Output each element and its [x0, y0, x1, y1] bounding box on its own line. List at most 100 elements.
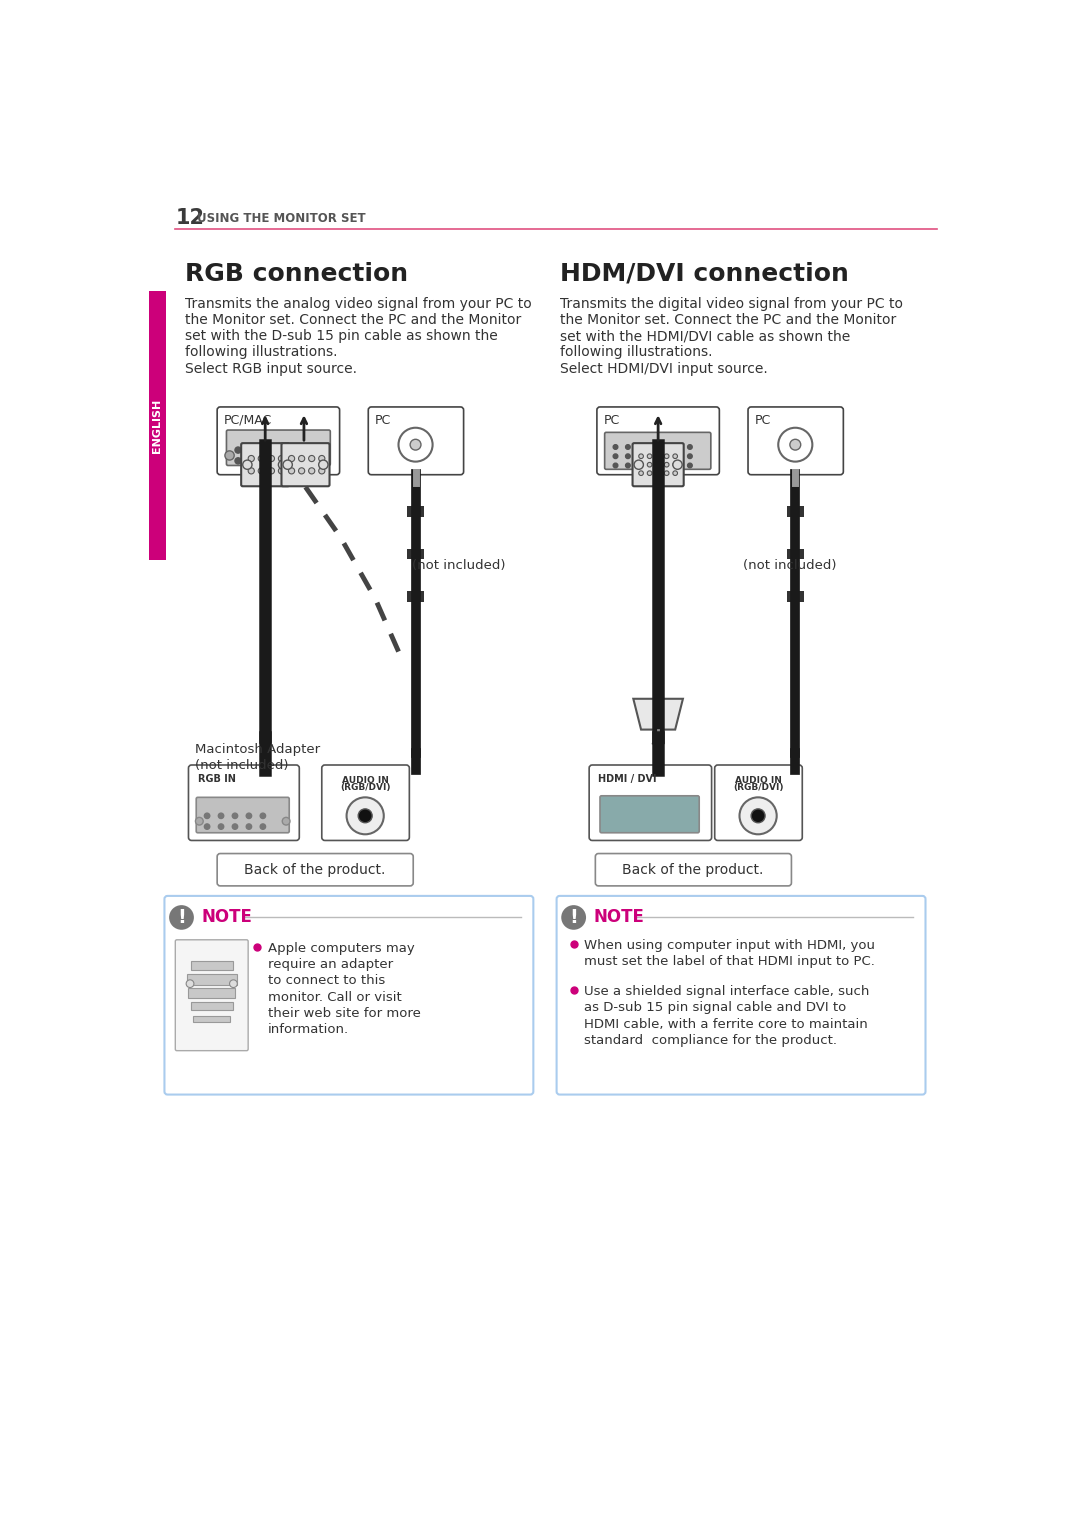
Circle shape	[283, 460, 293, 469]
Text: (not included): (not included)	[743, 559, 837, 572]
FancyBboxPatch shape	[556, 896, 926, 1094]
Circle shape	[258, 456, 265, 462]
Text: information.: information.	[268, 1023, 349, 1036]
Circle shape	[260, 814, 266, 818]
Text: HDM/DVI connection: HDM/DVI connection	[559, 262, 849, 285]
Circle shape	[625, 445, 631, 450]
Text: following illustrations.: following illustrations.	[559, 346, 712, 360]
Text: !: !	[569, 908, 578, 927]
Circle shape	[673, 454, 677, 459]
FancyBboxPatch shape	[605, 433, 711, 469]
Text: Back of the product.: Back of the product.	[244, 863, 386, 876]
Text: the Monitor set. Connect the PC and the Monitor: the Monitor set. Connect the PC and the …	[559, 312, 896, 328]
FancyBboxPatch shape	[590, 765, 712, 840]
Circle shape	[309, 456, 314, 462]
Circle shape	[664, 462, 669, 466]
Circle shape	[225, 451, 234, 460]
Circle shape	[673, 462, 677, 466]
Text: set with the D-sub 15 pin cable as shown the: set with the D-sub 15 pin cable as shown…	[186, 329, 498, 343]
Circle shape	[647, 454, 652, 459]
Text: following illustrations.: following illustrations.	[186, 346, 338, 360]
Circle shape	[647, 471, 652, 475]
Text: RGB IN: RGB IN	[198, 774, 235, 785]
Circle shape	[638, 454, 644, 459]
FancyBboxPatch shape	[282, 443, 329, 486]
Text: HDMI cable, with a ferrite core to maintain: HDMI cable, with a ferrite core to maint…	[584, 1018, 868, 1030]
Text: Select HDMI/DVI input source.: Select HDMI/DVI input source.	[559, 361, 768, 375]
Circle shape	[359, 809, 373, 823]
FancyBboxPatch shape	[241, 443, 289, 486]
Circle shape	[279, 457, 285, 463]
Bar	[407, 506, 424, 517]
Text: AUDIO IN: AUDIO IN	[341, 776, 389, 785]
Text: PC/MAC: PC/MAC	[225, 415, 272, 427]
Circle shape	[638, 445, 643, 450]
Circle shape	[279, 460, 287, 469]
Circle shape	[656, 462, 661, 466]
Circle shape	[319, 468, 325, 474]
Circle shape	[789, 439, 800, 450]
Circle shape	[321, 451, 329, 460]
Circle shape	[170, 905, 194, 930]
FancyBboxPatch shape	[217, 407, 339, 474]
Circle shape	[656, 454, 661, 459]
Circle shape	[235, 457, 241, 463]
Text: USING THE MONITOR SET: USING THE MONITOR SET	[197, 212, 366, 226]
Text: Back of the product.: Back of the product.	[622, 863, 764, 876]
Bar	[407, 549, 424, 559]
Bar	[786, 549, 804, 559]
Circle shape	[650, 463, 656, 468]
Bar	[187, 974, 238, 985]
Circle shape	[673, 460, 683, 469]
Circle shape	[399, 428, 433, 462]
Circle shape	[309, 468, 314, 474]
Circle shape	[638, 463, 643, 468]
Text: ENGLISH: ENGLISH	[152, 398, 162, 453]
Circle shape	[204, 824, 210, 829]
Circle shape	[195, 817, 203, 824]
Circle shape	[260, 824, 266, 829]
Circle shape	[634, 460, 644, 469]
Circle shape	[410, 439, 421, 450]
Text: PC: PC	[755, 415, 771, 427]
Bar	[786, 506, 804, 517]
Circle shape	[688, 445, 692, 450]
FancyBboxPatch shape	[633, 443, 684, 486]
Circle shape	[319, 456, 325, 462]
Text: Apple computers may: Apple computers may	[268, 942, 415, 956]
Circle shape	[235, 447, 241, 453]
Circle shape	[298, 456, 305, 462]
Circle shape	[258, 468, 265, 474]
Text: to connect to this: to connect to this	[268, 974, 384, 988]
FancyBboxPatch shape	[595, 853, 792, 885]
Circle shape	[675, 454, 679, 459]
Circle shape	[265, 457, 271, 463]
Text: Transmits the digital video signal from your PC to: Transmits the digital video signal from …	[559, 297, 903, 311]
Text: as D-sub 15 pin signal cable and DVI to: as D-sub 15 pin signal cable and DVI to	[584, 1001, 847, 1015]
Text: Use a shielded signal interface cable, such: Use a shielded signal interface cable, s…	[584, 985, 869, 998]
Circle shape	[663, 454, 667, 459]
Circle shape	[675, 463, 679, 468]
Bar	[786, 591, 804, 602]
Circle shape	[246, 814, 252, 818]
Text: RGB connection: RGB connection	[186, 262, 408, 285]
FancyBboxPatch shape	[600, 796, 699, 832]
Circle shape	[288, 468, 295, 474]
Circle shape	[625, 454, 631, 459]
Circle shape	[186, 980, 194, 988]
Circle shape	[673, 471, 677, 475]
Circle shape	[656, 471, 661, 475]
FancyBboxPatch shape	[164, 896, 534, 1094]
Circle shape	[288, 456, 295, 462]
Circle shape	[279, 456, 284, 462]
Polygon shape	[633, 700, 683, 730]
Circle shape	[230, 980, 238, 988]
Text: (RGB/DVI): (RGB/DVI)	[733, 783, 783, 792]
Circle shape	[249, 457, 256, 463]
Circle shape	[268, 468, 274, 474]
Text: 12: 12	[175, 209, 204, 229]
Circle shape	[625, 463, 631, 468]
FancyBboxPatch shape	[368, 407, 463, 474]
Circle shape	[347, 797, 383, 834]
Text: (RGB/DVI): (RGB/DVI)	[340, 783, 391, 792]
